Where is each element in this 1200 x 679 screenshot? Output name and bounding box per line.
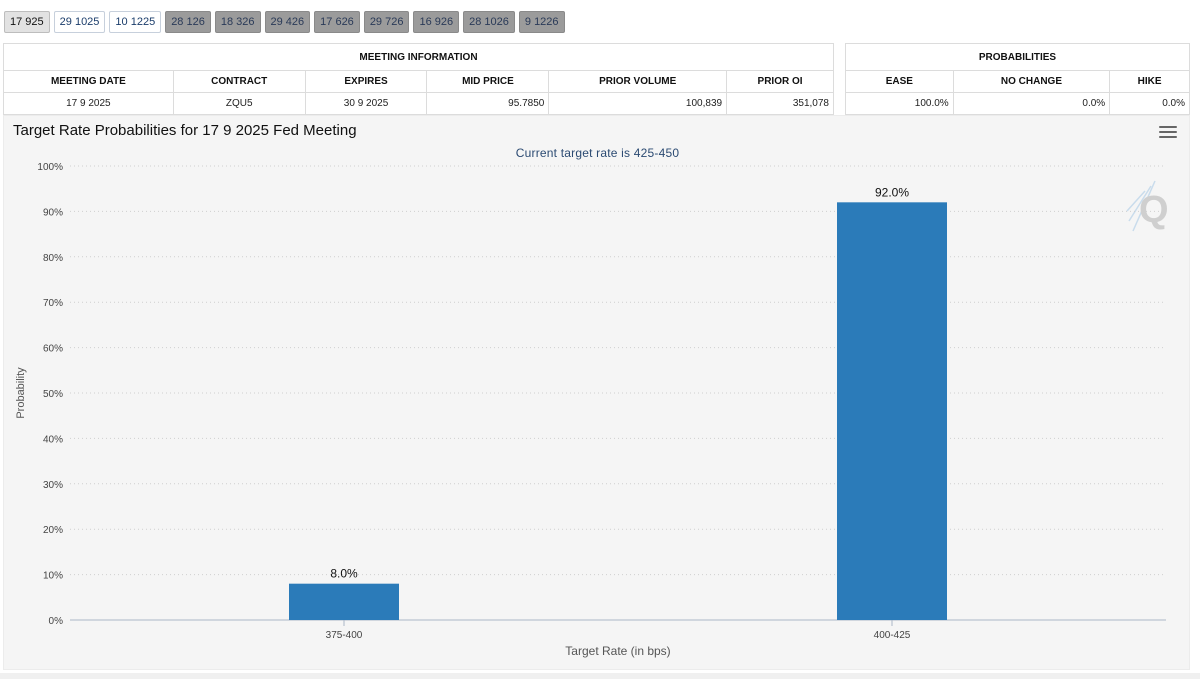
expires-value: 30 9 2025 — [304, 92, 428, 115]
tab-meeting-6[interactable]: 17 626 — [314, 11, 360, 33]
y-tick-label: 50% — [43, 389, 63, 400]
hamburger-menu-icon[interactable] — [1159, 126, 1177, 140]
contract-value: ZQU5 — [172, 92, 306, 115]
tab-meeting-8[interactable]: 16 926 — [413, 11, 460, 33]
tab-meeting-5[interactable]: 29 426 — [264, 11, 311, 33]
meeting-date-tabs: 17 925 29 1025 10 1225 28 126 18 326 29 426 17… — [4, 11, 565, 33]
meeting-information-table: MEETING INFORMATION MEETING DATE CONTRAC… — [3, 43, 834, 115]
col-no-change: NO CHANGE — [952, 70, 1111, 93]
y-tick-label: 40% — [43, 434, 63, 445]
prior-volume-value: 100,839 — [548, 92, 728, 115]
ease-value: 100.0% — [845, 92, 954, 115]
y-tick-label: 30% — [43, 480, 63, 491]
meeting-information-header: MEETING INFORMATION — [3, 43, 834, 71]
tab-meeting-4[interactable]: 18 326 — [214, 11, 261, 33]
bar — [289, 583, 399, 620]
y-tick-label: 70% — [43, 298, 63, 309]
bar — [837, 202, 947, 620]
bar-chart-svg: 0% 10% 20% 30% 40% 50% 60% 70% 80% 90% 100% 8.0% 375… — [15, 162, 1166, 658]
y-tick-label: 100% — [37, 162, 63, 173]
chart-subtitle: Current target rate is 425-450 — [515, 146, 680, 160]
col-mid-price: MID PRICE — [426, 70, 550, 93]
x-tick-label: 375-400 — [326, 630, 363, 641]
tab-meeting-0[interactable]: 17 925 — [4, 11, 50, 33]
col-prior-oi: PRIOR OI — [726, 70, 834, 93]
data-label: 8.0% — [330, 567, 358, 581]
q-logo-icon: Q — [1126, 180, 1169, 232]
tab-meeting-1[interactable]: 29 1025 — [53, 11, 106, 33]
y-tick-label: 80% — [43, 253, 63, 264]
prior-oi-value: 351,078 — [726, 92, 834, 115]
mid-price-value: 95.7850 — [426, 92, 550, 115]
tab-meeting-9[interactable]: 28 1026 — [463, 11, 515, 33]
x-axis-label: Target Rate (in bps) — [565, 644, 670, 658]
tab-meeting-10[interactable]: 9 1226 — [518, 11, 565, 33]
y-tick-label: 10% — [43, 571, 63, 582]
tab-meeting-2[interactable]: 10 1225 — [109, 11, 162, 33]
x-tick-label: 400-425 — [874, 630, 911, 641]
target-rate-chart: Target Rate Probabilities for 17 9 2025 … — [3, 115, 1190, 670]
bottom-divider — [0, 673, 1200, 679]
col-prior-volume: PRIOR VOLUME — [548, 70, 728, 93]
tab-meeting-7[interactable]: 29 726 — [363, 11, 410, 33]
table-row: 100.0% 0.0% 0.0% — [845, 92, 1190, 115]
table-row: 17 9 2025 ZQU5 30 9 2025 95.7850 100,839… — [3, 92, 834, 115]
probabilities-table: PROBABILITIES EASE NO CHANGE HIKE 100.0%… — [845, 43, 1190, 115]
svg-text:Q: Q — [1139, 189, 1169, 231]
probabilities-header: PROBABILITIES — [845, 43, 1190, 71]
chart-title: Target Rate Probabilities for 17 9 2025 … — [13, 122, 357, 139]
tab-meeting-3[interactable]: 28 126 — [165, 11, 211, 33]
col-contract: CONTRACT — [172, 70, 306, 93]
col-expires: EXPIRES — [304, 70, 428, 93]
y-tick-label: 60% — [43, 344, 63, 355]
y-tick-label: 90% — [43, 207, 63, 218]
col-meeting-date: MEETING DATE — [3, 70, 174, 93]
hike-value: 0.0% — [1109, 92, 1190, 115]
no-change-value: 0.0% — [952, 92, 1111, 115]
col-ease: EASE — [845, 70, 954, 93]
data-label: 92.0% — [875, 185, 909, 199]
meeting-date-value: 17 9 2025 — [3, 92, 174, 115]
y-tick-label: 0% — [49, 616, 64, 627]
col-hike: HIKE — [1109, 70, 1190, 93]
y-tick-label: 20% — [43, 525, 63, 536]
y-axis-label: Probability — [15, 367, 27, 419]
